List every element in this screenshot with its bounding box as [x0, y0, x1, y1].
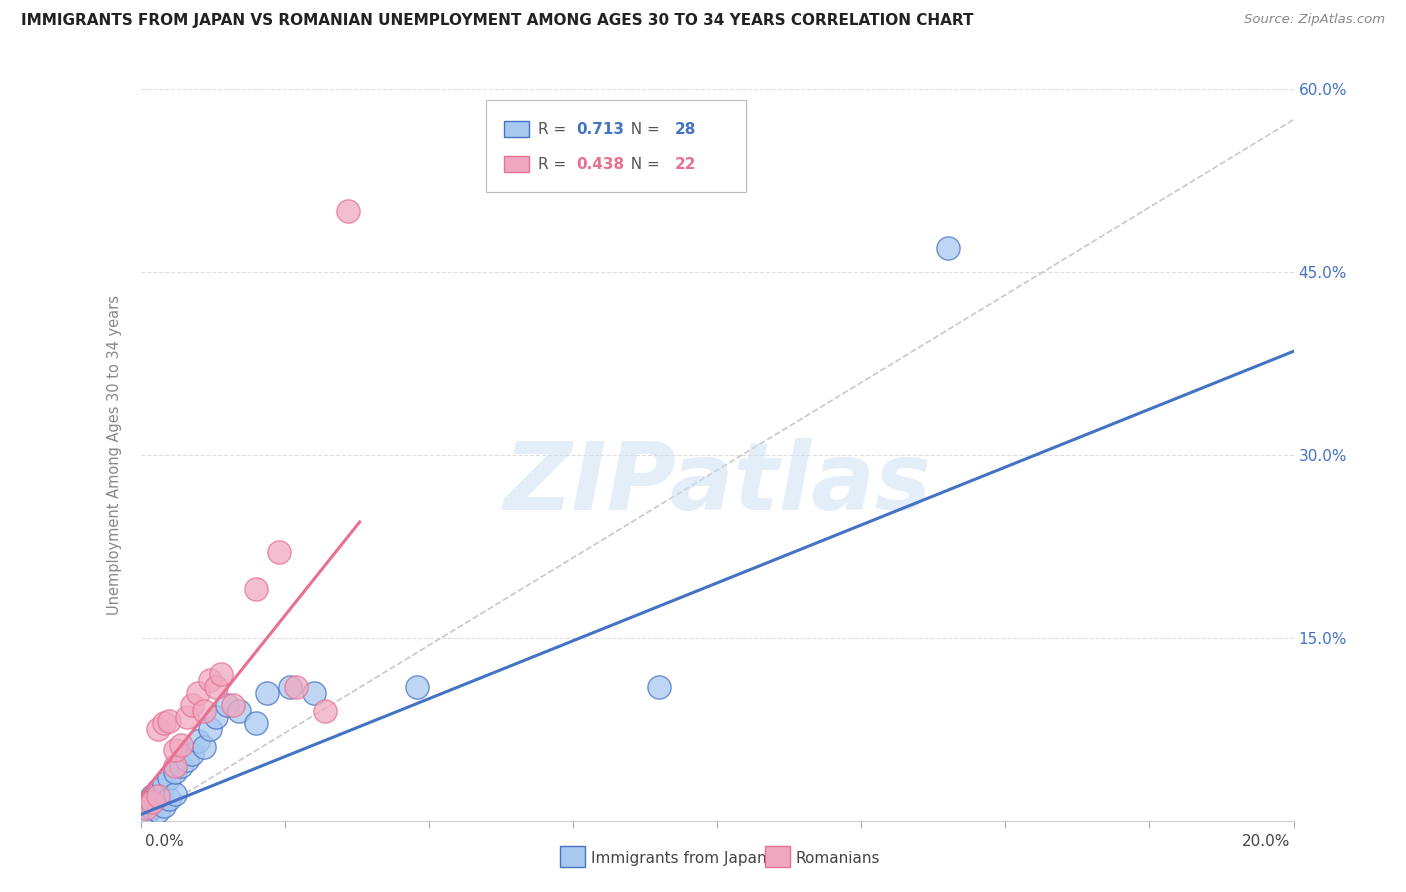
Point — [406, 680, 429, 694]
Text: R =: R = — [538, 121, 571, 136]
Point — [245, 582, 267, 596]
FancyBboxPatch shape — [503, 156, 529, 172]
Point — [204, 680, 226, 694]
Point — [245, 716, 267, 731]
FancyBboxPatch shape — [503, 121, 529, 137]
Point — [141, 796, 163, 810]
Text: R =: R = — [538, 157, 571, 172]
Point — [135, 807, 157, 822]
Text: Source: ZipAtlas.com: Source: ZipAtlas.com — [1244, 13, 1385, 27]
Point — [176, 753, 198, 767]
Text: 0.0%: 0.0% — [145, 834, 184, 849]
Point — [198, 723, 221, 737]
Point — [165, 787, 187, 801]
Y-axis label: Unemployment Among Ages 30 to 34 years: Unemployment Among Ages 30 to 34 years — [107, 295, 122, 615]
Point — [181, 698, 204, 712]
Point — [936, 241, 959, 255]
Point — [314, 704, 336, 718]
Point — [193, 740, 215, 755]
Point — [146, 783, 169, 797]
Point — [135, 801, 157, 815]
Point — [337, 204, 360, 219]
Text: N =: N = — [621, 121, 665, 136]
Point — [648, 680, 671, 694]
Text: 28: 28 — [675, 121, 696, 136]
Point — [152, 777, 174, 791]
Point — [135, 796, 157, 810]
Point — [204, 710, 226, 724]
Point — [152, 799, 174, 814]
Point — [152, 716, 174, 731]
Point — [285, 680, 308, 694]
Point — [165, 764, 187, 779]
Point — [187, 686, 209, 700]
Point — [198, 673, 221, 688]
Text: N =: N = — [621, 157, 665, 172]
Text: 22: 22 — [675, 157, 696, 172]
Point — [187, 734, 209, 748]
Point — [159, 714, 180, 728]
Text: Romanians: Romanians — [796, 851, 880, 866]
Point — [141, 789, 163, 804]
Text: ZIPatlas: ZIPatlas — [503, 438, 931, 530]
Point — [146, 804, 169, 818]
Point — [280, 680, 302, 694]
Text: IMMIGRANTS FROM JAPAN VS ROMANIAN UNEMPLOYMENT AMONG AGES 30 TO 34 YEARS CORRELA: IMMIGRANTS FROM JAPAN VS ROMANIAN UNEMPL… — [21, 13, 973, 29]
Text: 0.438: 0.438 — [576, 157, 624, 172]
FancyBboxPatch shape — [486, 100, 747, 192]
Point — [267, 545, 290, 559]
Point — [209, 667, 232, 681]
Text: 0.713: 0.713 — [576, 121, 624, 136]
Text: 20.0%: 20.0% — [1243, 834, 1291, 849]
Text: Immigrants from Japan: Immigrants from Japan — [591, 851, 766, 866]
Point — [170, 758, 193, 772]
Point — [228, 704, 250, 718]
Point — [170, 738, 193, 752]
Point — [217, 698, 239, 712]
Point — [159, 771, 180, 785]
Point — [256, 686, 278, 700]
Point — [146, 723, 169, 737]
Point — [176, 710, 198, 724]
Point — [165, 743, 187, 757]
Point — [146, 789, 169, 804]
Point — [302, 686, 325, 700]
Point — [181, 747, 204, 761]
Point — [222, 698, 245, 712]
Point — [141, 801, 163, 815]
Point — [165, 758, 187, 772]
Point — [159, 791, 180, 805]
Point — [193, 704, 215, 718]
